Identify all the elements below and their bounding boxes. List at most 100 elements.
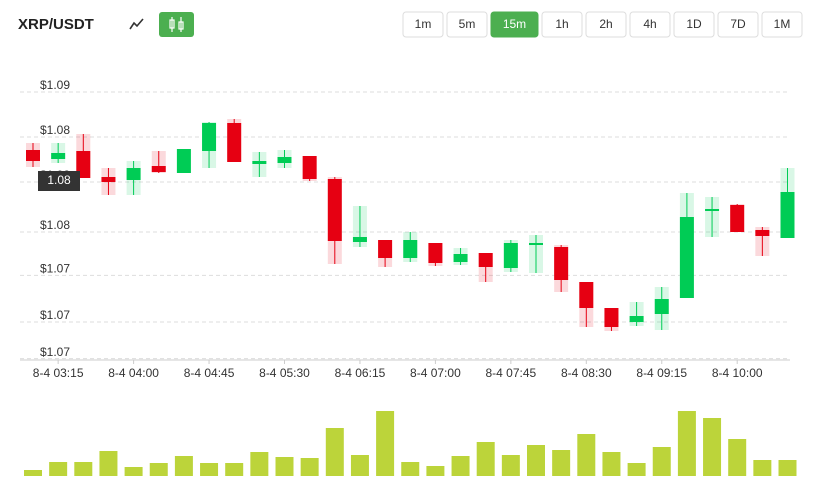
volume-bar <box>350 455 369 476</box>
candle-body <box>202 123 217 151</box>
interval-button[interactable] <box>402 11 444 38</box>
volume-bar <box>124 467 143 476</box>
x-tick-label: 8-4 04:45 <box>184 366 235 380</box>
candle-body <box>705 209 720 211</box>
candle-body <box>51 153 66 159</box>
price-badge-label: 1.08 <box>47 173 71 187</box>
interval-label: 15m <box>503 17 526 31</box>
interval-label: 5m <box>459 17 476 31</box>
interval-label: 1D <box>686 17 702 31</box>
volume-bar <box>652 447 671 476</box>
x-tick-label: 8-4 04:00 <box>108 366 159 380</box>
y-tick-label: $1.08 <box>40 218 70 232</box>
candle-body <box>176 149 191 173</box>
candle-body <box>453 254 468 262</box>
interval-button[interactable] <box>585 11 627 38</box>
volume-bar <box>527 445 545 476</box>
volume-bar <box>250 452 269 476</box>
volume-bar <box>753 460 772 476</box>
volume-bar <box>99 451 118 476</box>
candle-body <box>629 316 644 322</box>
candle-body <box>579 282 594 308</box>
volume-bar <box>703 418 722 476</box>
volume-bar <box>376 411 395 476</box>
candle-body <box>730 205 745 232</box>
volume-bar <box>778 460 797 476</box>
x-tick-label: 8-4 09:15 <box>636 366 687 380</box>
interval-button[interactable] <box>673 11 715 38</box>
price-badge <box>38 171 80 191</box>
volume-bar <box>200 463 219 476</box>
volume-bar <box>275 457 294 476</box>
candle-body <box>780 192 795 238</box>
volume-bar <box>577 434 596 476</box>
interval-button[interactable] <box>490 11 539 38</box>
volume-bar <box>627 463 646 476</box>
candle-body <box>277 157 292 163</box>
candle-body <box>26 150 40 161</box>
volume-bar <box>426 466 445 476</box>
candle-body <box>604 308 619 327</box>
x-tick-label: 8-4 10:00 <box>712 366 763 380</box>
volume-bar <box>602 452 621 476</box>
interval-label: 1m <box>415 17 432 31</box>
volume-bar <box>149 463 168 476</box>
x-tick-label: 8-4 05:30 <box>259 366 310 380</box>
candle-body <box>101 177 116 182</box>
volume-bar <box>476 442 495 476</box>
interval-button[interactable] <box>629 11 671 38</box>
y-tick-label: $1.07 <box>40 308 70 322</box>
interval-button[interactable] <box>446 11 488 38</box>
volume-bar <box>225 463 244 476</box>
volume-bar <box>677 411 696 476</box>
candle-body <box>352 237 367 242</box>
volume-bar <box>552 450 571 476</box>
interval-label: 7D <box>730 17 746 31</box>
volume-bar <box>401 462 420 476</box>
volume-bar <box>300 458 319 476</box>
y-tick-label: $1.07 <box>40 345 70 359</box>
x-tick-label: 8-4 03:15 <box>33 366 84 380</box>
volume-bar <box>501 455 520 476</box>
line-chart-icon[interactable] <box>129 18 144 30</box>
interval-label: 1M <box>774 17 791 31</box>
candle-body <box>428 243 443 263</box>
x-tick-label: 8-4 07:45 <box>485 366 536 380</box>
volume-bar <box>325 428 344 476</box>
candle-chart-button[interactable] <box>159 12 194 37</box>
candle-body <box>403 240 418 258</box>
interval-button[interactable] <box>761 11 803 38</box>
interval-label: 4h <box>643 17 656 31</box>
candle-body <box>755 230 770 236</box>
candle-body <box>227 123 242 162</box>
volume-bar <box>728 439 747 476</box>
interval-label: 2h <box>599 17 612 31</box>
y-tick-label: $1.09 <box>40 78 70 92</box>
candle-body <box>478 253 493 267</box>
candle-body <box>302 156 317 179</box>
x-tick-label: 8-4 08:30 <box>561 366 612 380</box>
y-tick-label: $1.07 <box>40 262 70 276</box>
candle-body <box>654 299 669 314</box>
interval-button[interactable] <box>717 11 759 38</box>
interval-button[interactable] <box>541 11 583 38</box>
volume-bar <box>24 470 42 476</box>
y-tick-label: $1.08 <box>40 123 70 137</box>
candle-body <box>503 243 518 268</box>
volume-bar <box>174 456 193 476</box>
candle-body <box>529 243 543 245</box>
pair-title: XRP/USDT <box>18 16 94 33</box>
candle-body <box>378 240 393 258</box>
volume-bar <box>74 462 93 476</box>
candle-body <box>126 168 141 180</box>
candle-body <box>151 166 166 172</box>
candle-body <box>252 161 267 164</box>
candle-body <box>679 217 694 298</box>
volume-bar <box>49 462 68 476</box>
candle-body <box>554 247 569 280</box>
candle-body <box>327 179 342 241</box>
volume-bar <box>451 456 470 476</box>
x-tick-label: 8-4 06:15 <box>335 366 386 380</box>
